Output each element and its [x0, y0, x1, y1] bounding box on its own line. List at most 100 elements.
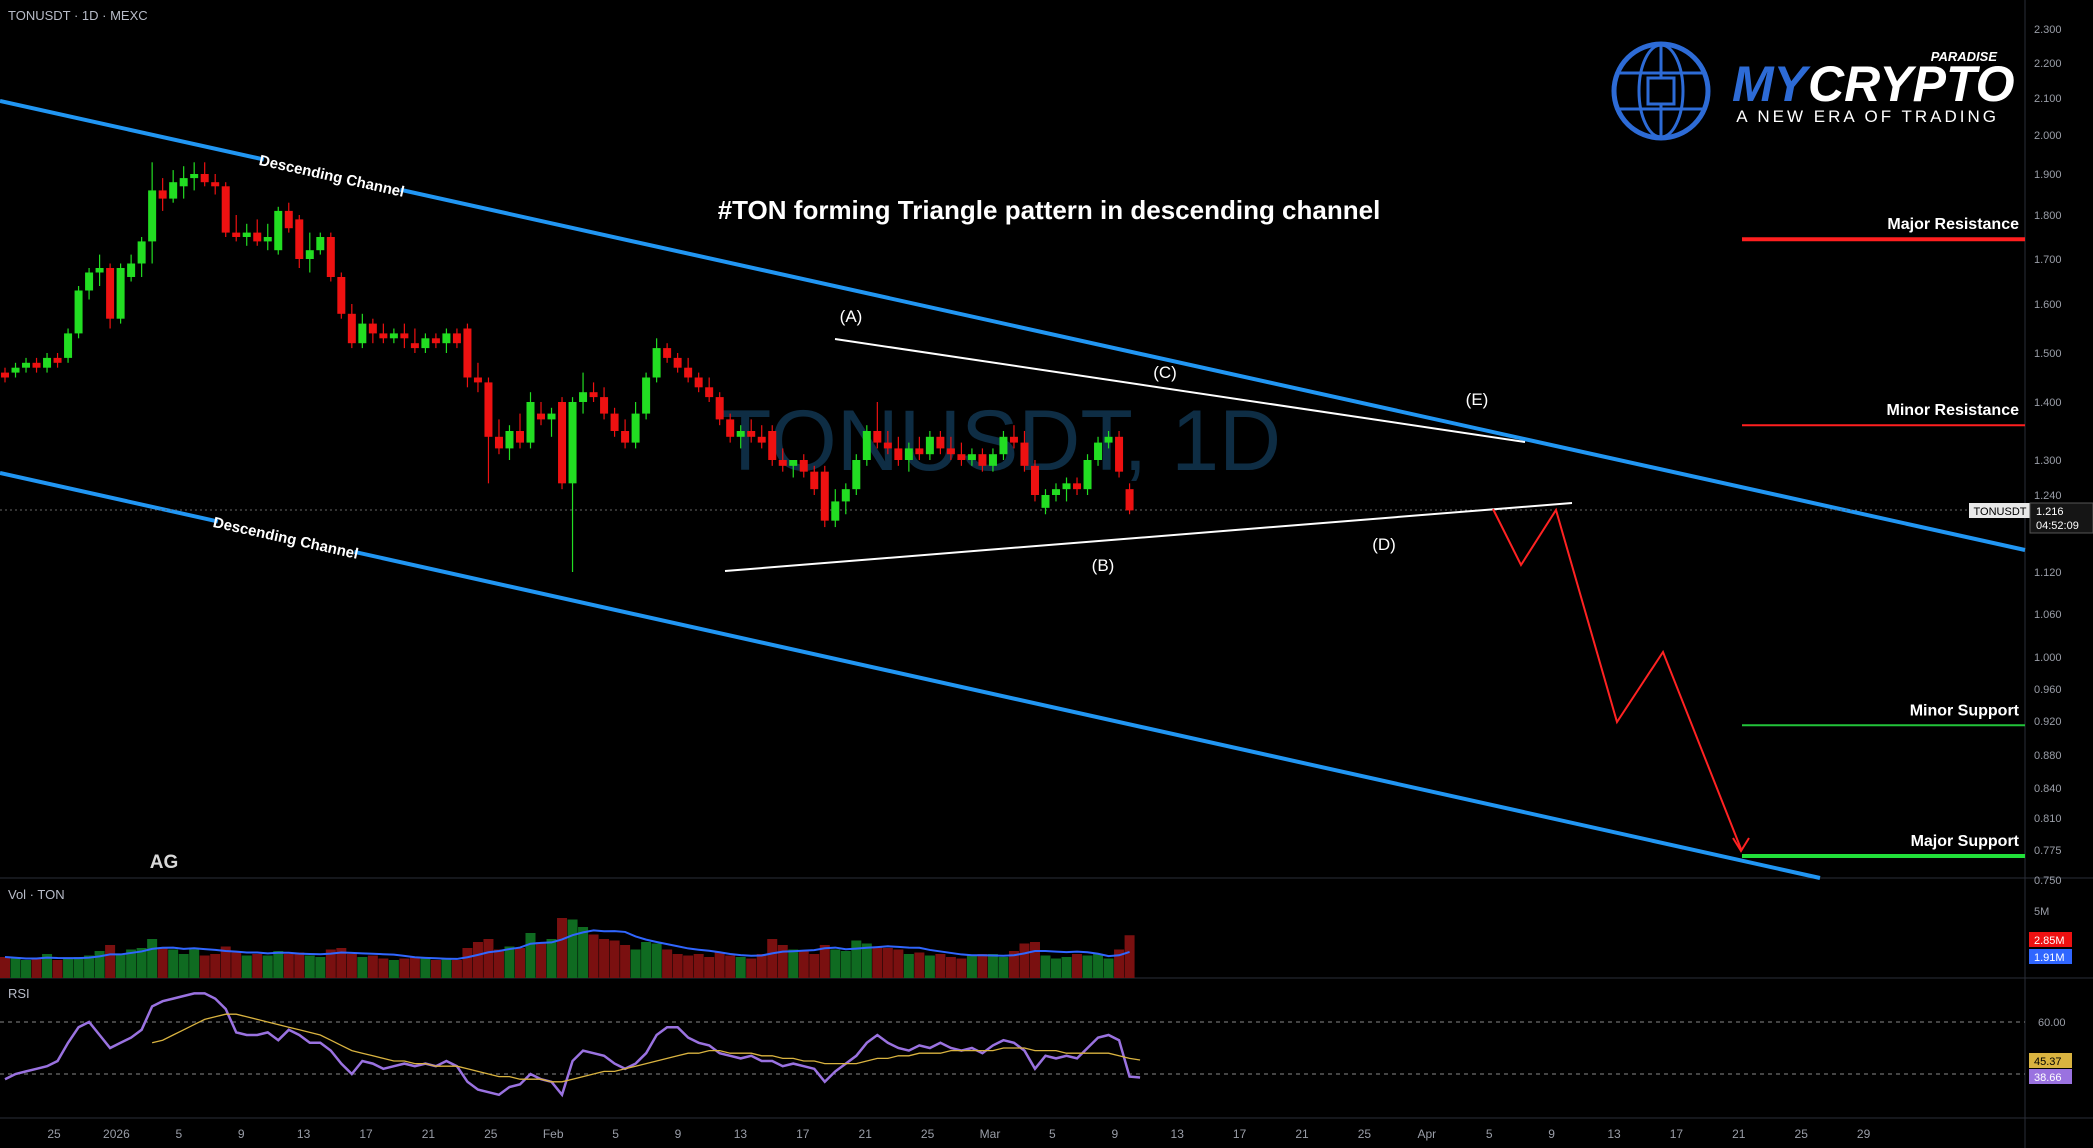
candle-body[interactable]: [988, 454, 997, 466]
price-axis[interactable]: 2.300 2.200 2.100 2.000 1.900 1.800 1.700 1.600…: [2034, 24, 2062, 887]
volume-bar[interactable]: [252, 954, 263, 978]
candle-body[interactable]: [547, 413, 556, 420]
candle-body[interactable]: [694, 377, 703, 388]
candle-body[interactable]: [673, 357, 682, 368]
candle-body[interactable]: [642, 377, 651, 414]
volume-bar[interactable]: [672, 954, 683, 978]
candle-body[interactable]: [400, 333, 409, 339]
candle-body[interactable]: [1125, 489, 1134, 511]
volume-bar[interactable]: [704, 957, 715, 978]
candle-body[interactable]: [610, 413, 619, 431]
rsi-line[interactable]: [4, 992, 1141, 1098]
volume-bar[interactable]: [451, 960, 462, 978]
volume-bar[interactable]: [872, 946, 883, 979]
volume-bar[interactable]: [105, 945, 116, 978]
volume-bar[interactable]: [409, 957, 420, 978]
volume-bar[interactable]: [851, 940, 862, 979]
volume-bar[interactable]: [388, 960, 399, 978]
volume-bar[interactable]: [725, 955, 736, 979]
candle-body[interactable]: [873, 431, 882, 443]
candle-body[interactable]: [116, 268, 125, 319]
volume-bar[interactable]: [31, 958, 42, 979]
candle-body[interactable]: [558, 402, 567, 484]
volume-bar[interactable]: [536, 942, 547, 978]
candle-body[interactable]: [579, 392, 588, 402]
candle-body[interactable]: [537, 413, 546, 420]
candle-body[interactable]: [999, 436, 1008, 455]
volume-bar[interactable]: [357, 957, 368, 978]
candle-body[interactable]: [148, 190, 157, 242]
volume-bar[interactable]: [588, 934, 599, 979]
volume-bar[interactable]: [599, 939, 610, 978]
candle-body[interactable]: [789, 460, 798, 466]
volume-bar[interactable]: [987, 954, 998, 978]
candle-body[interactable]: [747, 431, 756, 437]
candle-body[interactable]: [715, 397, 724, 420]
volume-bar[interactable]: [73, 957, 84, 978]
candle-body[interactable]: [862, 431, 871, 460]
volume-bar[interactable]: [1040, 955, 1051, 979]
volume-bar[interactable]: [178, 954, 189, 978]
volume-bar[interactable]: [42, 954, 53, 978]
volume-bar[interactable]: [262, 955, 273, 979]
candle-body[interactable]: [1009, 436, 1018, 443]
candle-body[interactable]: [1041, 495, 1050, 508]
volume-bar[interactable]: [1082, 955, 1093, 979]
volume-bar[interactable]: [662, 949, 673, 979]
candle-body[interactable]: [810, 471, 819, 490]
candle-body[interactable]: [64, 333, 73, 358]
volume-bar[interactable]: [651, 943, 662, 979]
volume-bar[interactable]: [767, 939, 778, 978]
volume-bar[interactable]: [609, 940, 620, 979]
candle-body[interactable]: [915, 448, 924, 455]
volume-bar[interactable]: [557, 918, 568, 978]
candle-body[interactable]: [463, 328, 472, 378]
volume-bar[interactable]: [956, 958, 967, 979]
candle-body[interactable]: [473, 377, 482, 383]
volume-bar[interactable]: [1019, 943, 1030, 979]
candle-body[interactable]: [106, 268, 115, 319]
candle-body[interactable]: [127, 263, 136, 278]
projection-zigzag[interactable]: [1492, 507, 1742, 850]
candle-body[interactable]: [43, 357, 52, 368]
candle-body[interactable]: [904, 448, 913, 460]
candle-body[interactable]: [967, 454, 976, 460]
candle-body[interactable]: [211, 182, 220, 187]
volume-bar[interactable]: [861, 943, 872, 979]
candle-body[interactable]: [820, 471, 829, 521]
volume-bar[interactable]: [189, 949, 200, 979]
symbol-header[interactable]: TONUSDT · 1D · MEXC: [8, 8, 148, 23]
candle-body[interactable]: [883, 442, 892, 449]
support-resistance-levels[interactable]: Major Resistance Minor Resistance Minor Su…: [1742, 216, 2025, 858]
volume-bar[interactable]: [546, 939, 557, 978]
candle-body[interactable]: [736, 431, 745, 437]
volume-bar[interactable]: [157, 948, 168, 978]
volume-bar[interactable]: [273, 951, 284, 978]
volume-bar[interactable]: [578, 927, 589, 978]
volume-bar[interactable]: [10, 958, 21, 979]
triangle-pattern[interactable]: [724, 338, 1573, 572]
volume-bar[interactable]: [315, 957, 326, 978]
candle-body[interactable]: [158, 190, 167, 199]
volume-bar[interactable]: [1103, 958, 1114, 979]
volume-bar[interactable]: [998, 957, 1009, 978]
date-axis[interactable]: 25 2026 5 9 13 17 21 25 Feb 5 9 13 17 21 25 Mar 5 9 13 17 21…: [47, 1127, 1870, 1141]
candle-body[interactable]: [253, 232, 262, 242]
candle-body[interactable]: [452, 333, 461, 344]
volume-bar[interactable]: [1029, 942, 1040, 978]
candle-body[interactable]: [326, 237, 335, 277]
rsi-panel[interactable]: [0, 992, 2025, 1098]
volume-bar[interactable]: [399, 958, 410, 979]
volume-bar[interactable]: [514, 948, 525, 978]
volume-bar[interactable]: [231, 952, 242, 979]
candle-body[interactable]: [684, 367, 693, 378]
candle-body[interactable]: [957, 454, 966, 460]
projection-path[interactable]: [1492, 507, 1750, 853]
candle-body[interactable]: [589, 392, 598, 398]
candle-body[interactable]: [494, 436, 503, 449]
candle-body[interactable]: [431, 338, 440, 344]
candle-body[interactable]: [621, 431, 630, 443]
volume-bar[interactable]: [977, 954, 988, 978]
candle-body[interactable]: [74, 290, 83, 334]
candle-body[interactable]: [295, 219, 304, 259]
